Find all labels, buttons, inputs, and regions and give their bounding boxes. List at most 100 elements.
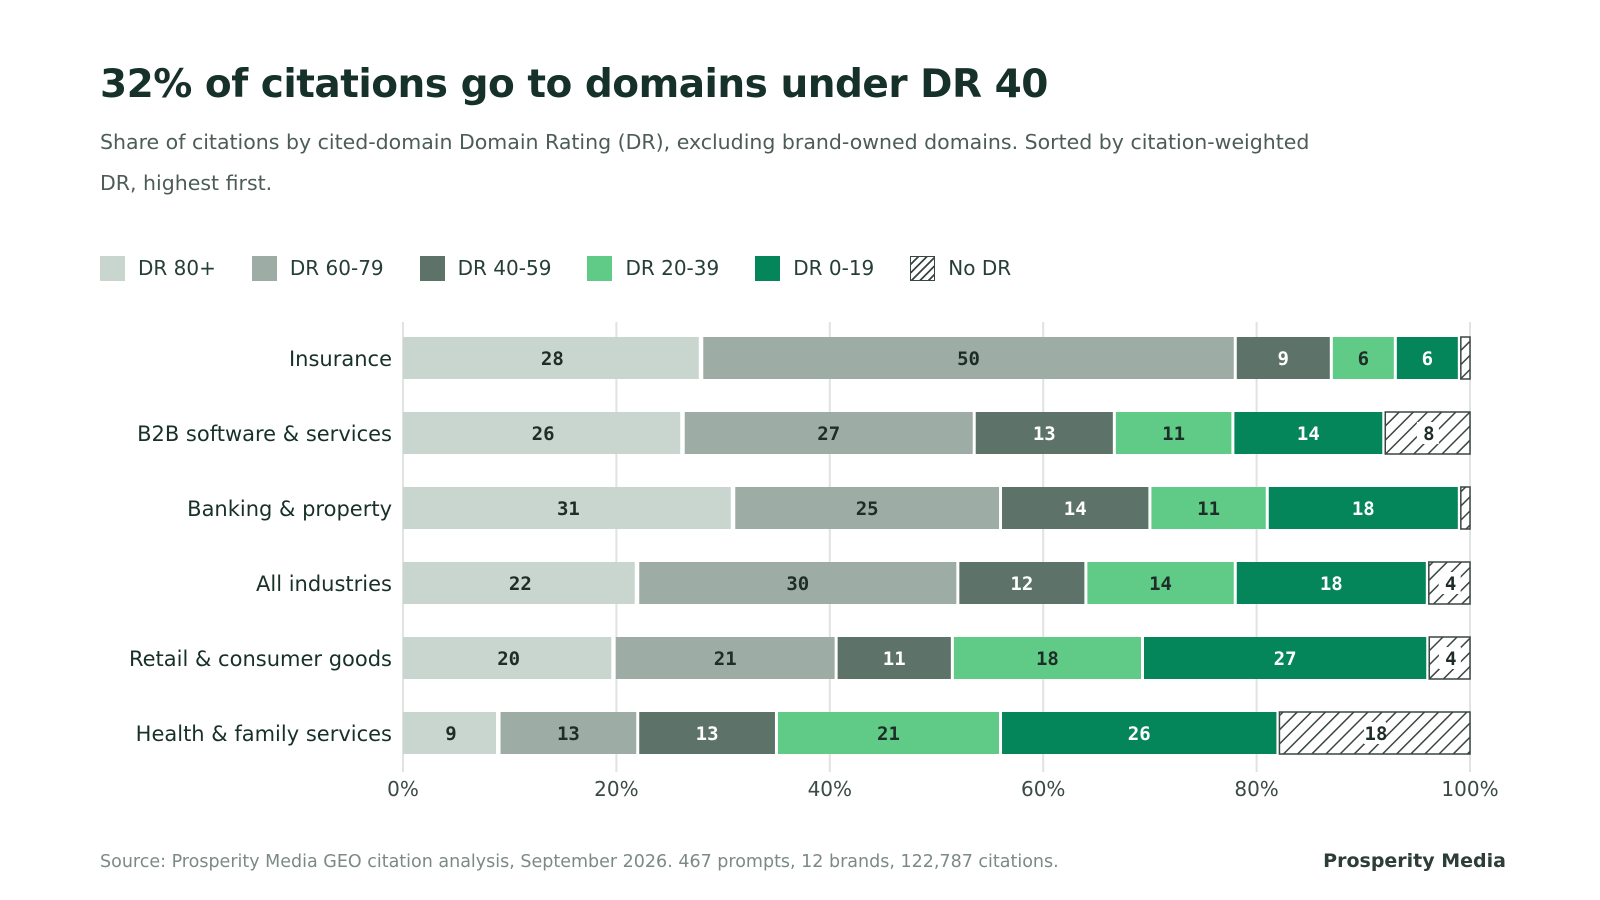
data-label-background bbox=[1438, 647, 1461, 669]
bar-segment bbox=[1268, 487, 1458, 529]
data-label: 22 bbox=[509, 573, 532, 595]
legend-item-4: DR 0-19 bbox=[755, 255, 875, 281]
chart-title: 32% of citations go to domains under DR … bbox=[100, 62, 1048, 107]
data-label: 6 bbox=[1422, 348, 1433, 370]
data-label: 21 bbox=[714, 648, 737, 670]
data-label: 13 bbox=[1033, 423, 1056, 445]
data-label: 21 bbox=[877, 723, 900, 745]
data-label: 18 bbox=[1036, 648, 1059, 670]
category-label: Retail & consumer goods bbox=[129, 647, 392, 671]
data-label: 26 bbox=[532, 423, 555, 445]
source-note: Source: Prosperity Media GEO citation an… bbox=[100, 852, 1059, 872]
category-label: Banking & property bbox=[187, 497, 392, 521]
bar-segment bbox=[1087, 562, 1234, 604]
gridlines bbox=[402, 322, 1471, 772]
x-tick-label: 60% bbox=[1021, 777, 1065, 801]
category-label: All industries bbox=[256, 572, 392, 596]
bar-segment bbox=[403, 637, 612, 679]
bar-segment bbox=[735, 487, 1000, 529]
bar-segment bbox=[1460, 336, 1471, 380]
bar-segment bbox=[1236, 562, 1426, 604]
bar-row: Insurance 28 50 9 6 6 bbox=[289, 336, 1471, 380]
data-label: 26 bbox=[1128, 723, 1151, 745]
legend-label: DR 40-59 bbox=[457, 256, 552, 280]
bar-segment bbox=[403, 562, 635, 604]
data-label-background bbox=[1416, 422, 1439, 444]
bar-segment bbox=[684, 412, 973, 454]
bar-segment bbox=[639, 712, 775, 754]
bar-row: Retail & consumer goods 20 21 11 18 27 4 bbox=[129, 636, 1471, 680]
bar-segment bbox=[615, 637, 835, 679]
legend-swatch bbox=[419, 255, 445, 281]
bar-segment bbox=[403, 337, 699, 379]
bar-segment bbox=[1151, 487, 1266, 529]
bar-segment bbox=[1002, 712, 1277, 754]
bar-segment bbox=[777, 712, 1000, 754]
x-tick-label: 0% bbox=[387, 777, 419, 801]
data-label: 4 bbox=[1445, 573, 1456, 595]
legend-swatch bbox=[100, 255, 125, 281]
data-label: 13 bbox=[557, 723, 580, 745]
data-label: 11 bbox=[1162, 423, 1185, 445]
data-label: 27 bbox=[1274, 648, 1297, 670]
bar-row: Banking & property 31 25 14 11 18 bbox=[187, 486, 1471, 530]
data-label: 18 bbox=[1320, 573, 1343, 595]
x-axis-ticks: 0% 20% 40% 60% 80% 100% bbox=[387, 777, 1498, 801]
category-label: Insurance bbox=[289, 347, 392, 371]
data-label: 9 bbox=[445, 723, 456, 745]
legend-swatch bbox=[587, 255, 613, 281]
data-label-background bbox=[1363, 722, 1386, 744]
category-label: Health & family services bbox=[136, 722, 392, 746]
bar-segment bbox=[403, 487, 731, 529]
legend-item-0: DR 80+ bbox=[100, 255, 216, 281]
legend-swatch bbox=[251, 255, 277, 281]
category-label: B2B software & services bbox=[137, 422, 392, 446]
legend-swatch bbox=[755, 255, 781, 281]
legend-item-5: No DR bbox=[910, 255, 1012, 281]
x-tick-label: 100% bbox=[1441, 777, 1498, 801]
data-label: 8 bbox=[1423, 423, 1434, 445]
data-label: 6 bbox=[1358, 348, 1369, 370]
data-label: 14 bbox=[1064, 498, 1087, 520]
bar-segment bbox=[1332, 337, 1394, 379]
data-label: 50 bbox=[957, 348, 980, 370]
chart-subtitle: Share of citations by cited-domain Domai… bbox=[100, 130, 1310, 195]
data-label: 14 bbox=[1149, 573, 1172, 595]
bar-segment bbox=[403, 412, 681, 454]
x-tick-label: 80% bbox=[1234, 777, 1278, 801]
legend-swatch bbox=[910, 255, 936, 281]
x-tick-label: 20% bbox=[594, 777, 638, 801]
legend-label: DR 20-39 bbox=[625, 256, 720, 280]
bar-segment bbox=[975, 412, 1113, 454]
bar-segment bbox=[1002, 487, 1149, 529]
data-label: 13 bbox=[696, 723, 719, 745]
data-label: 9 bbox=[1278, 348, 1289, 370]
legend-label: DR 0-19 bbox=[793, 256, 875, 280]
legend-item-1: DR 60-79 bbox=[251, 255, 384, 281]
data-label: 28 bbox=[541, 348, 564, 370]
legend-item-2: DR 40-59 bbox=[419, 255, 552, 281]
legend-item-3: DR 20-39 bbox=[587, 255, 720, 281]
bar-segment bbox=[703, 337, 1234, 379]
data-label: 18 bbox=[1365, 723, 1388, 745]
bar-segment bbox=[1234, 412, 1383, 454]
data-label: 25 bbox=[856, 498, 879, 520]
chart-legend: DR 80+ DR 60-79 DR 40-59 DR 20-39 DR 0-19 No … bbox=[100, 255, 1047, 281]
bar-segment bbox=[403, 712, 497, 754]
bar-segment bbox=[1115, 412, 1232, 454]
data-label: 20 bbox=[497, 648, 520, 670]
data-label: 31 bbox=[557, 498, 580, 520]
legend-label: DR 80+ bbox=[138, 256, 216, 280]
bar-segment bbox=[959, 562, 1085, 604]
bar-segment bbox=[500, 712, 637, 754]
data-label: 14 bbox=[1297, 423, 1320, 445]
bar-segment bbox=[639, 562, 957, 604]
data-label: 12 bbox=[1010, 573, 1033, 595]
legend-label: No DR bbox=[948, 256, 1012, 280]
bar-segment bbox=[1144, 637, 1427, 679]
bar-segment bbox=[1460, 486, 1471, 530]
bar-row: B2B software & services 26 27 13 11 14 8 bbox=[137, 411, 1471, 455]
bar-segment bbox=[837, 637, 951, 679]
bar-segment bbox=[1236, 337, 1330, 379]
data-label: 27 bbox=[817, 423, 840, 445]
